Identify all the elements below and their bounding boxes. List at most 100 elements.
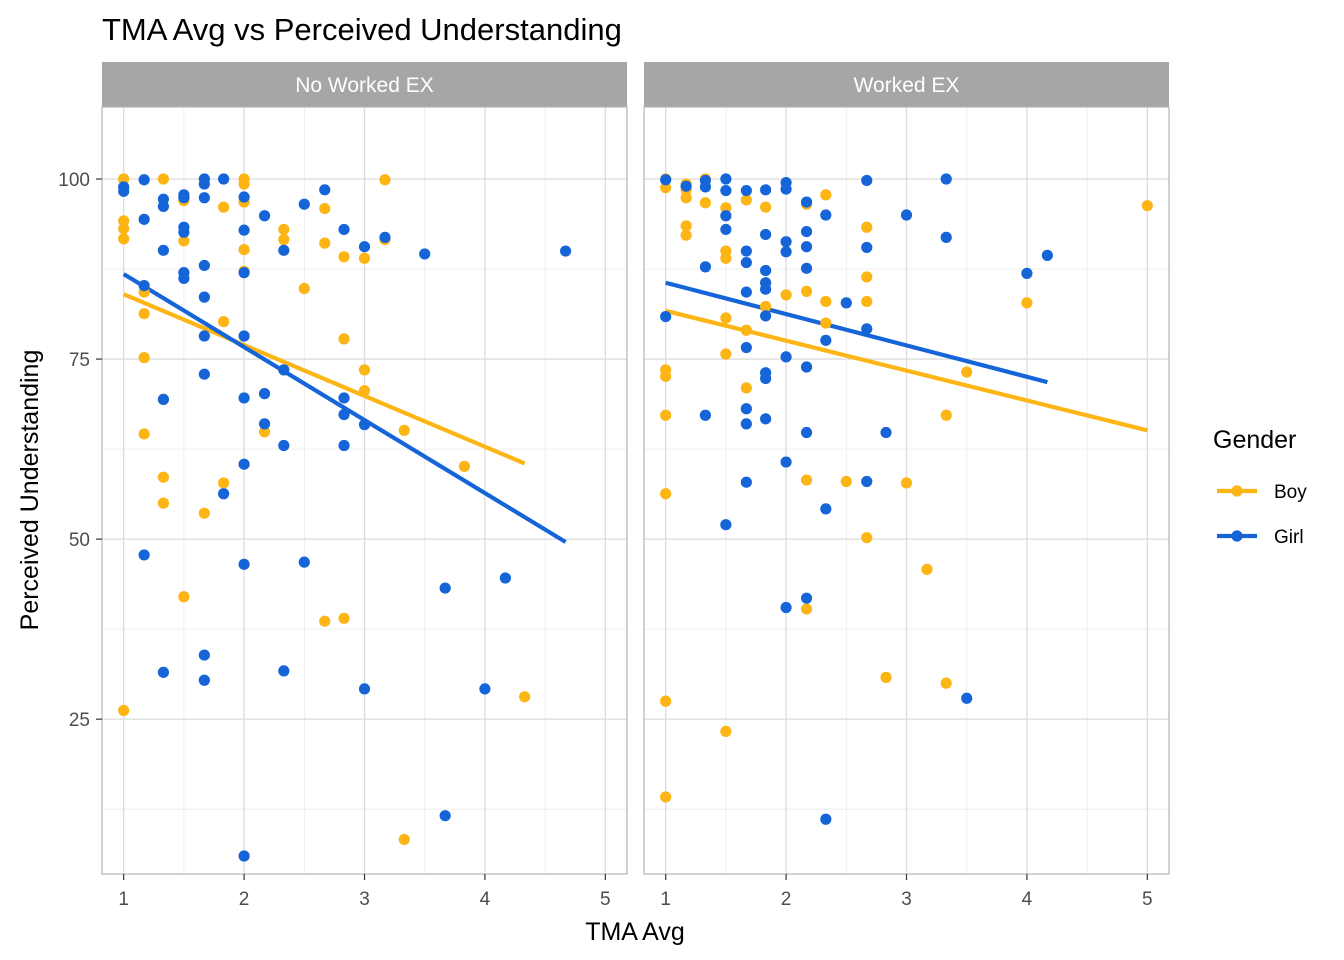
point-girl (439, 810, 451, 822)
point-girl (138, 174, 150, 186)
point-girl (218, 173, 230, 185)
y-tick-label: 25 (69, 710, 90, 731)
point-girl (238, 191, 250, 203)
point-girl (780, 246, 792, 258)
point-girl (218, 488, 230, 500)
data-points (660, 173, 1153, 825)
point-boy (861, 295, 873, 308)
point-girl (800, 262, 813, 274)
point-girl (338, 439, 350, 452)
point-girl (800, 241, 813, 253)
trend-lines (122, 272, 567, 544)
point-boy (1021, 297, 1033, 309)
point-boy (861, 221, 873, 233)
x-tick-label: 3 (901, 889, 912, 910)
point-boy (218, 316, 230, 328)
point-girl (198, 291, 210, 303)
point-girl (820, 503, 832, 515)
point-boy (820, 189, 832, 201)
point-boy (740, 324, 752, 336)
point-boy (940, 677, 952, 689)
point-girl (298, 198, 310, 210)
point-girl (740, 341, 752, 354)
point-boy (379, 174, 391, 186)
panel-no-worked-ex: No Worked EX 1 2 3 4 5 (101, 62, 628, 910)
gridlines (102, 107, 627, 874)
point-boy (720, 725, 732, 738)
x-tick-labels: 1 2 3 4 5 (660, 874, 1153, 910)
point-boy (740, 194, 752, 206)
point-boy (118, 215, 130, 227)
point-girl (198, 178, 210, 190)
point-boy (660, 791, 672, 803)
legend-key-point-girl (1231, 530, 1243, 542)
point-boy (338, 612, 350, 624)
point-girl (699, 409, 712, 421)
chart-title: TMA Avg vs Perceived Understanding (102, 12, 622, 47)
point-boy (940, 409, 952, 421)
point-boy (118, 223, 130, 235)
point-boy (458, 460, 471, 472)
point-girl (760, 264, 772, 277)
point-girl (238, 392, 250, 404)
point-boy (138, 428, 150, 440)
point-girl (800, 426, 813, 439)
point-girl (961, 692, 973, 704)
panel-worked-ex: Worked EX 1 2 3 4 5 (643, 62, 1170, 910)
point-boy (760, 201, 772, 213)
point-girl (800, 361, 813, 373)
point-boy (278, 223, 290, 236)
point-girl (479, 683, 491, 695)
point-boy (258, 426, 271, 438)
point-girl (499, 572, 511, 584)
point-girl (780, 183, 792, 195)
point-boy (398, 833, 410, 846)
point-girl (198, 192, 210, 204)
data-points (118, 173, 572, 862)
point-girl (820, 334, 832, 346)
point-boy (157, 497, 170, 509)
point-girl (338, 392, 350, 404)
point-girl (740, 418, 752, 430)
x-tick-label: 4 (480, 889, 491, 910)
point-girl (740, 184, 752, 197)
point-boy (118, 173, 130, 185)
point-girl (660, 174, 672, 186)
point-girl (1041, 249, 1053, 261)
point-boy (720, 312, 732, 324)
legend-title: Gender (1213, 426, 1296, 454)
strip-label: Worked EX (854, 74, 960, 97)
point-girl (680, 180, 692, 192)
point-girl (138, 549, 150, 561)
point-girl (439, 582, 451, 594)
point-girl (338, 408, 350, 421)
point-boy (278, 233, 290, 246)
point-boy (660, 370, 672, 382)
point-boy (319, 615, 331, 627)
point-boy (519, 691, 531, 703)
point-girl (198, 330, 210, 342)
point-boy (780, 289, 792, 301)
point-boy (720, 252, 732, 264)
point-girl (379, 231, 391, 243)
point-girl (861, 475, 873, 488)
point-boy (358, 252, 371, 264)
point-girl (760, 184, 772, 196)
point-girl (940, 173, 952, 185)
point-boy (118, 233, 130, 245)
point-boy (118, 704, 130, 717)
x-tick-label: 2 (781, 889, 792, 910)
point-girl (278, 364, 290, 376)
x-tick-label: 5 (600, 889, 611, 910)
point-girl (720, 210, 732, 222)
point-boy (660, 409, 672, 421)
point-girl (118, 185, 130, 197)
x-tick-label: 1 (660, 889, 671, 910)
point-girl (861, 174, 873, 187)
point-girl (238, 330, 250, 342)
point-boy (157, 173, 170, 185)
point-girl (760, 310, 772, 322)
point-boy (218, 477, 230, 489)
y-tick-labels: 25 50 75 100 (58, 170, 102, 731)
point-girl (138, 280, 150, 292)
